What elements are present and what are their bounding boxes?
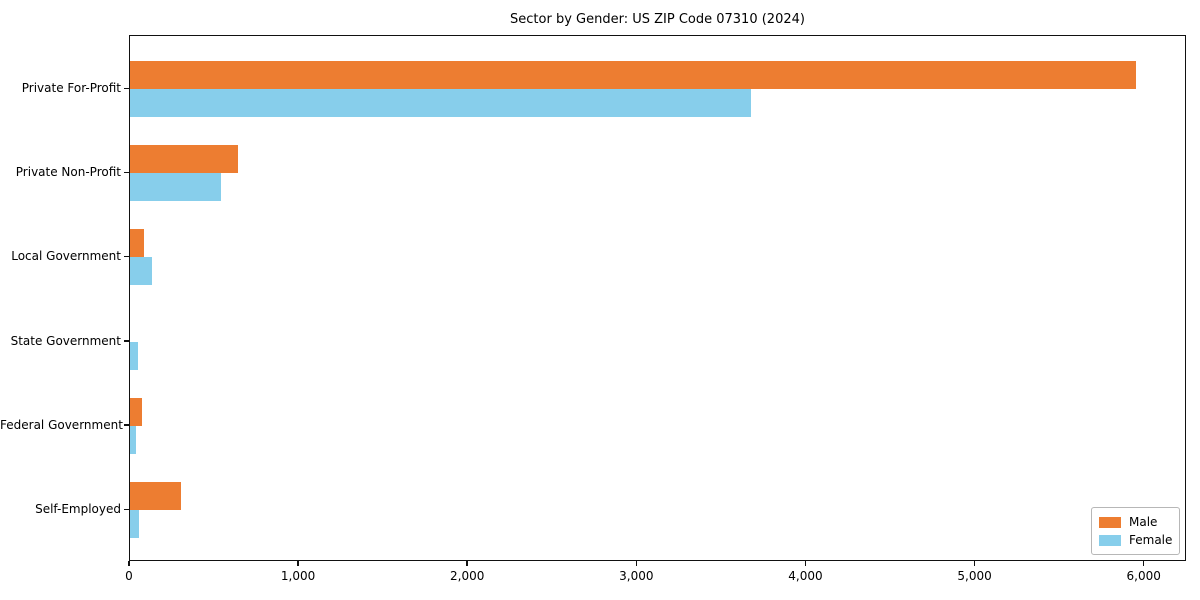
bar-female-6 xyxy=(130,510,140,538)
x-tick-mark xyxy=(297,561,299,566)
legend-swatch-female xyxy=(1099,534,1121,546)
x-tick-mark xyxy=(973,561,976,566)
y-tick-mark xyxy=(124,424,129,426)
legend-label: Male xyxy=(1129,515,1158,529)
bar-female-5 xyxy=(130,425,136,454)
x-tick-label: 4,000 xyxy=(788,569,823,583)
y-tick-label: Self-Employed xyxy=(35,502,121,516)
y-tick-mark xyxy=(124,171,129,174)
bar-female-4 xyxy=(130,341,138,370)
bar-male-2 xyxy=(130,145,239,174)
y-tick-label: Federal Government xyxy=(0,417,123,432)
y-tick-label: Private For-Profit xyxy=(21,81,121,95)
y-tick-label: Local Government xyxy=(11,249,121,264)
bar-male-6 xyxy=(130,482,181,510)
x-tick-mark xyxy=(1142,561,1145,566)
legend-item-male: Male xyxy=(1099,513,1171,531)
legend: Male Female xyxy=(1091,507,1180,555)
bar-male-5 xyxy=(130,397,142,426)
legend-swatch-male xyxy=(1099,516,1121,528)
x-tick-label: 2,000 xyxy=(450,569,485,583)
x-tick-label: 3,000 xyxy=(619,569,654,583)
legend-label: Female xyxy=(1129,533,1173,547)
bar-female-3 xyxy=(130,257,152,286)
bar-female-2 xyxy=(130,173,221,202)
x-tick-label: 5,000 xyxy=(957,569,992,583)
y-tick-mark xyxy=(124,255,129,258)
x-tick-mark xyxy=(804,561,807,566)
x-tick-mark xyxy=(635,561,638,566)
plot-area xyxy=(129,35,1186,561)
x-tick-mark xyxy=(128,561,130,566)
chart-title: Sector by Gender: US ZIP Code 07310 (202… xyxy=(510,12,805,27)
y-tick-mark xyxy=(124,340,129,342)
y-tick-mark xyxy=(124,87,129,89)
bar-male-1 xyxy=(130,61,1137,89)
x-tick-label: 6,000 xyxy=(1126,569,1161,583)
y-tick-label: Private Non-Profit xyxy=(15,165,121,180)
legend-item-female: Female xyxy=(1099,531,1173,549)
x-tick-label: 0 xyxy=(125,569,133,583)
bar-female-1 xyxy=(130,89,751,117)
x-tick-mark xyxy=(466,561,468,566)
x-tick-label: 1,000 xyxy=(280,569,316,583)
bar-male-3 xyxy=(130,229,145,258)
y-tick-label: State Government xyxy=(10,333,121,348)
y-tick-mark xyxy=(124,508,129,510)
